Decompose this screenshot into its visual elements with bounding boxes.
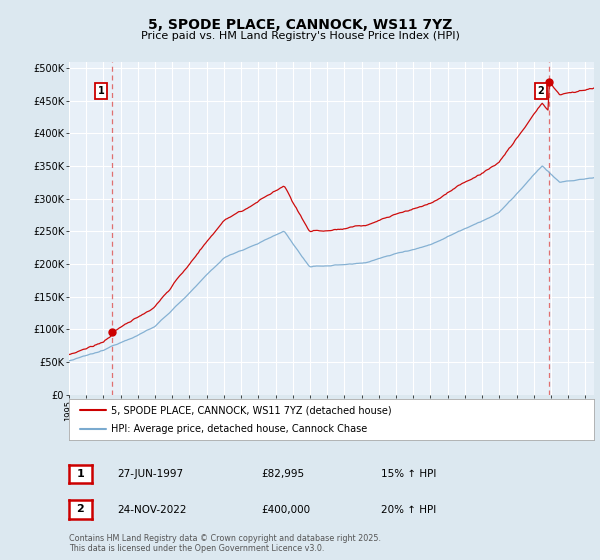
Text: £400,000: £400,000: [261, 505, 310, 515]
Text: £82,995: £82,995: [261, 469, 304, 479]
Text: 27-JUN-1997: 27-JUN-1997: [117, 469, 183, 479]
Text: 15% ↑ HPI: 15% ↑ HPI: [381, 469, 436, 479]
Text: 1: 1: [77, 469, 84, 479]
Text: 20% ↑ HPI: 20% ↑ HPI: [381, 505, 436, 515]
Text: Contains HM Land Registry data © Crown copyright and database right 2025.
This d: Contains HM Land Registry data © Crown c…: [69, 534, 381, 553]
Text: HPI: Average price, detached house, Cannock Chase: HPI: Average price, detached house, Cann…: [111, 424, 367, 433]
Text: 2: 2: [537, 86, 544, 96]
Text: 5, SPODE PLACE, CANNOCK, WS11 7YZ: 5, SPODE PLACE, CANNOCK, WS11 7YZ: [148, 18, 452, 32]
Text: 2: 2: [77, 505, 84, 514]
Text: 24-NOV-2022: 24-NOV-2022: [117, 505, 187, 515]
Text: 5, SPODE PLACE, CANNOCK, WS11 7YZ (detached house): 5, SPODE PLACE, CANNOCK, WS11 7YZ (detac…: [111, 405, 392, 415]
Text: Price paid vs. HM Land Registry's House Price Index (HPI): Price paid vs. HM Land Registry's House …: [140, 31, 460, 41]
Text: 1: 1: [98, 86, 105, 96]
